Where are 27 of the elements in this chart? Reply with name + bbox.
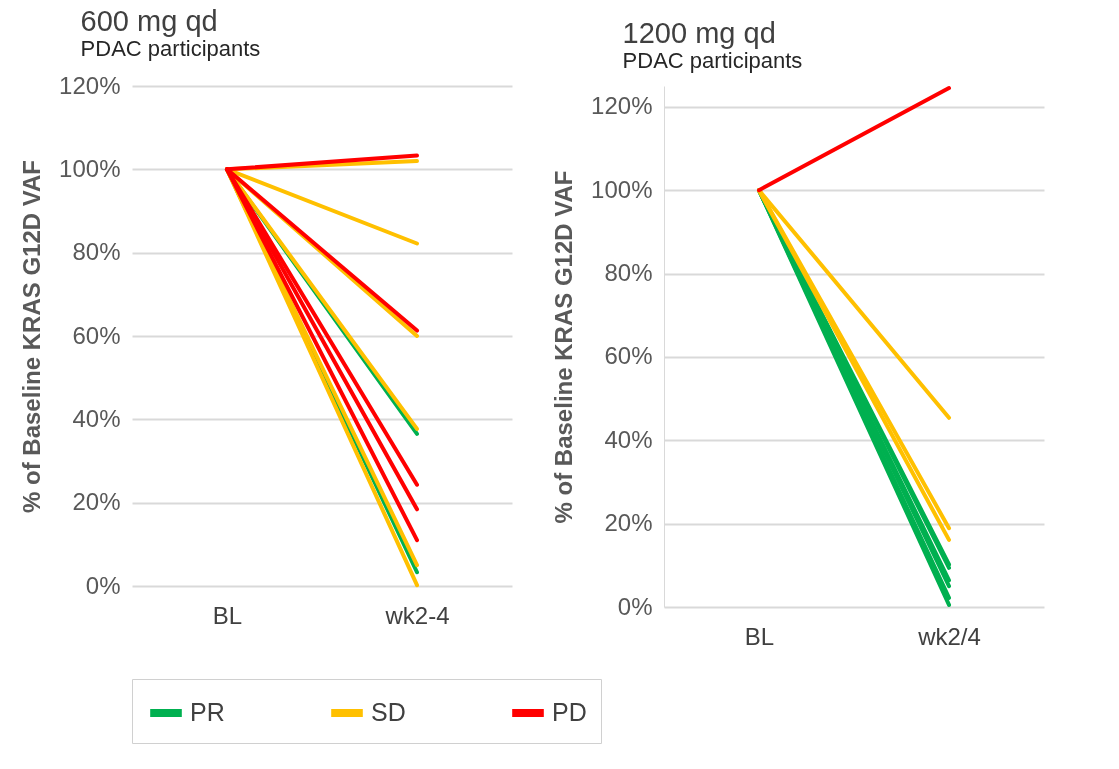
chart-subtitle: PDAC participants xyxy=(80,36,261,61)
y-tick-label: 20% xyxy=(72,488,121,516)
chart-title: 1200 mg qd xyxy=(622,17,776,49)
y-tick-label: 0% xyxy=(85,571,121,599)
x-tick-label: BL xyxy=(744,622,775,650)
y-tick-label: 60% xyxy=(72,321,121,349)
y-axis-title: % of Baseline KRAS G12D VAF xyxy=(18,160,46,513)
y-tick-label: 40% xyxy=(72,404,121,432)
y-axis-title: % of Baseline KRAS G12D VAF xyxy=(550,170,578,524)
x-tick-label: wk2/4 xyxy=(917,622,981,650)
legend-label: SD xyxy=(371,698,406,726)
y-tick-label: 60% xyxy=(604,342,653,370)
legend-label: PR xyxy=(190,698,225,726)
y-tick-label: 0% xyxy=(617,592,653,620)
y-tick-label: 80% xyxy=(72,238,121,266)
y-tick-label: 100% xyxy=(59,154,121,182)
y-tick-label: 120% xyxy=(59,71,121,99)
y-tick-label: 120% xyxy=(591,92,653,120)
legend-label: PD xyxy=(552,698,587,726)
y-tick-label: 40% xyxy=(604,425,653,453)
x-tick-label: BL xyxy=(212,601,243,629)
x-tick-label: wk2-4 xyxy=(384,601,450,629)
chart-subtitle: PDAC participants xyxy=(622,48,803,73)
y-tick-label: 100% xyxy=(591,175,653,203)
chart-title: 600 mg qd xyxy=(80,5,218,37)
y-tick-label: 20% xyxy=(604,509,653,537)
y-tick-label: 80% xyxy=(604,259,653,287)
